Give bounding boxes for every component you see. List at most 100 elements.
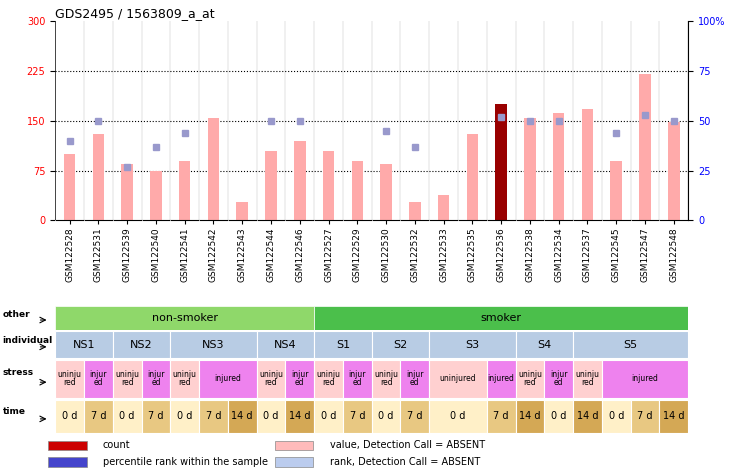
Text: 7 d: 7 d xyxy=(205,411,222,421)
Text: uninju
red: uninju red xyxy=(57,371,82,387)
Bar xyxy=(343,400,372,433)
Text: S5: S5 xyxy=(623,339,637,350)
Text: 7 d: 7 d xyxy=(148,411,163,421)
Text: injured: injured xyxy=(214,374,241,383)
Bar xyxy=(113,400,141,433)
Text: 14 d: 14 d xyxy=(663,411,684,421)
Text: uninjured: uninjured xyxy=(439,374,476,383)
Bar xyxy=(610,161,622,220)
Bar xyxy=(381,164,392,220)
Text: uninju
red: uninju red xyxy=(374,371,398,387)
Bar xyxy=(545,400,573,433)
Bar xyxy=(294,141,305,220)
Bar xyxy=(55,400,84,433)
Text: injur
ed: injur ed xyxy=(147,371,165,387)
Bar xyxy=(55,331,113,358)
Bar xyxy=(228,400,257,433)
Bar xyxy=(602,400,631,433)
Text: injur
ed: injur ed xyxy=(349,371,366,387)
Bar xyxy=(199,360,257,398)
Text: non-smoker: non-smoker xyxy=(152,313,218,323)
Text: value, Detection Call = ABSENT: value, Detection Call = ABSENT xyxy=(330,440,485,450)
Bar xyxy=(495,104,507,220)
Text: smoker: smoker xyxy=(481,313,522,323)
Text: GSM122548: GSM122548 xyxy=(669,227,679,282)
Text: NS4: NS4 xyxy=(274,339,297,350)
Text: injur
ed: injur ed xyxy=(90,371,107,387)
Text: NS3: NS3 xyxy=(202,339,224,350)
Bar xyxy=(640,74,651,220)
Text: injur
ed: injur ed xyxy=(550,371,567,387)
Text: uninju
red: uninju red xyxy=(518,371,542,387)
Bar xyxy=(631,400,659,433)
Text: NS1: NS1 xyxy=(73,339,95,350)
Bar xyxy=(659,400,688,433)
Bar xyxy=(141,360,170,398)
Bar xyxy=(48,457,87,467)
Bar xyxy=(55,306,314,330)
Text: injured: injured xyxy=(631,374,659,383)
Bar xyxy=(170,360,199,398)
Text: GSM122532: GSM122532 xyxy=(411,227,420,282)
Bar xyxy=(323,151,334,220)
Bar xyxy=(93,134,104,220)
Bar xyxy=(409,202,420,220)
Text: GSM122542: GSM122542 xyxy=(209,227,218,282)
Text: 7 d: 7 d xyxy=(493,411,509,421)
Bar xyxy=(141,400,170,433)
Bar xyxy=(286,360,314,398)
Bar xyxy=(553,113,565,220)
Text: uninju
red: uninju red xyxy=(316,371,341,387)
Bar xyxy=(372,400,400,433)
Text: GSM122538: GSM122538 xyxy=(526,227,534,282)
Bar xyxy=(314,306,688,330)
Text: count: count xyxy=(103,440,130,450)
Text: injur
ed: injur ed xyxy=(406,371,424,387)
Text: 7 d: 7 d xyxy=(350,411,365,421)
Bar xyxy=(64,154,75,220)
Bar xyxy=(179,161,191,220)
Bar xyxy=(400,360,429,398)
Bar xyxy=(113,331,170,358)
Text: percentile rank within the sample: percentile rank within the sample xyxy=(103,457,268,467)
Bar xyxy=(372,360,400,398)
Text: 14 d: 14 d xyxy=(577,411,598,421)
Bar xyxy=(55,360,84,398)
Bar xyxy=(84,360,113,398)
Text: GSM122545: GSM122545 xyxy=(612,227,620,282)
Text: 7 d: 7 d xyxy=(637,411,653,421)
Text: S2: S2 xyxy=(393,339,408,350)
Text: uninju
red: uninju red xyxy=(115,371,139,387)
Bar xyxy=(467,134,478,220)
Bar xyxy=(113,360,141,398)
Text: 0 d: 0 d xyxy=(62,411,77,421)
Text: 0 d: 0 d xyxy=(119,411,135,421)
Bar xyxy=(314,331,372,358)
Bar xyxy=(314,400,343,433)
Bar xyxy=(236,202,248,220)
Text: 7 d: 7 d xyxy=(91,411,106,421)
Text: uninju
red: uninju red xyxy=(576,371,599,387)
Bar xyxy=(524,118,536,220)
Bar xyxy=(208,118,219,220)
Bar xyxy=(257,400,286,433)
Bar xyxy=(275,457,314,467)
Text: injured: injured xyxy=(488,374,514,383)
Text: other: other xyxy=(3,310,30,319)
Bar xyxy=(121,164,133,220)
Bar xyxy=(170,400,199,433)
Bar xyxy=(668,122,679,220)
Text: GSM122533: GSM122533 xyxy=(439,227,448,282)
Bar xyxy=(150,171,162,220)
Text: GSM122543: GSM122543 xyxy=(238,227,247,282)
Text: 14 d: 14 d xyxy=(231,411,253,421)
Text: 0 d: 0 d xyxy=(177,411,192,421)
Text: 0 d: 0 d xyxy=(450,411,466,421)
Text: individual: individual xyxy=(3,336,53,345)
Bar xyxy=(515,400,545,433)
Bar xyxy=(286,400,314,433)
Text: S3: S3 xyxy=(465,339,479,350)
Text: 14 d: 14 d xyxy=(519,411,541,421)
Bar xyxy=(515,331,573,358)
Bar xyxy=(573,360,602,398)
